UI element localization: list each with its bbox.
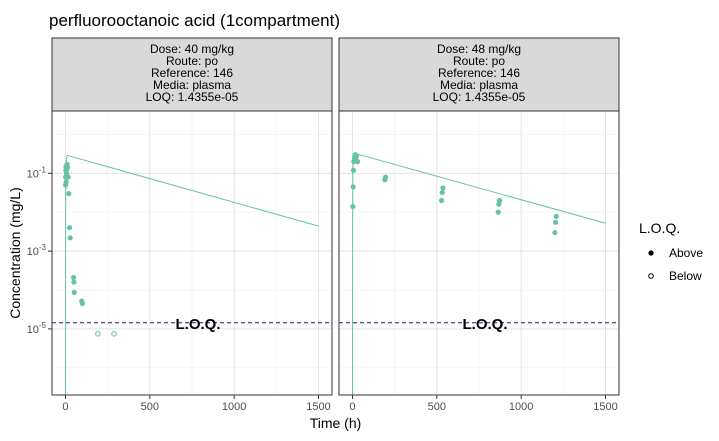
data-point-above [70, 274, 77, 281]
facet-strip [338, 37, 620, 112]
data-point-above [354, 159, 361, 165]
chart-title: perfluorooctanoic acid (1compartment) [49, 11, 340, 30]
strip-label: Reference: 146 [438, 66, 520, 80]
strip-label: Route: po [166, 54, 218, 68]
y-tick-label: 10-5 [27, 321, 47, 336]
legend-key-filled [648, 250, 654, 256]
y-tick-label: 10-3 [27, 243, 47, 258]
x-tick-label: 500 [141, 401, 159, 413]
data-point-above [63, 179, 69, 185]
panel-border [51, 110, 333, 396]
data-point-above [382, 174, 389, 180]
strip-label: Route: po [453, 54, 505, 68]
x-tick-label: 500 [428, 401, 446, 413]
strip-label: Reference: 146 [151, 66, 233, 80]
strip-label: Dose: 48 mg/kg [437, 42, 521, 56]
data-point-below [111, 330, 117, 337]
y-tick-base: 10 [27, 168, 39, 180]
data-point-above [79, 300, 85, 307]
x-tick-label: 0 [349, 401, 355, 413]
data-point-above [66, 225, 73, 231]
y-tick-exponent: -1 [39, 165, 47, 174]
y-tick-exponent: -3 [39, 243, 47, 252]
data-point-above [553, 213, 559, 220]
x-tick-label: 0 [62, 401, 68, 413]
facet-strip [51, 37, 333, 112]
panel-border [338, 110, 620, 396]
model-fit-line [351, 152, 606, 396]
data-point-above [65, 174, 71, 180]
strip-label: LOQ: 1.4355e-05 [433, 90, 526, 104]
data-point-above [552, 229, 558, 236]
loq-label: L.O.Q. [176, 316, 221, 333]
data-point-above [350, 203, 356, 210]
data-point-above [350, 184, 356, 190]
legend-title: L.O.Q. [639, 220, 680, 236]
data-point-above [64, 165, 71, 171]
y-tick-label: 10-1 [27, 165, 47, 180]
data-point-above [71, 279, 77, 285]
strip-label: Media: plasma [440, 78, 518, 92]
data-point-above [552, 219, 559, 225]
strip-label: Dose: 40 mg/kg [150, 42, 234, 56]
data-point-above [439, 189, 445, 196]
x-tick-label: 1000 [222, 401, 246, 413]
x-tick-label: 1000 [509, 401, 533, 413]
y-tick-base: 10 [27, 324, 39, 336]
y-tick-base: 10 [27, 246, 39, 258]
legend-label: Below [669, 269, 702, 283]
strip-label: LOQ: 1.4355e-05 [146, 90, 239, 104]
data-point-above [440, 185, 446, 191]
data-point-above [66, 191, 72, 197]
y-tick-exponent: -5 [39, 321, 47, 330]
data-point-above [353, 153, 360, 159]
data-point-above [495, 209, 501, 215]
x-tick-label: 1500 [306, 401, 330, 413]
data-point-above [67, 235, 73, 241]
data-point-below [95, 330, 101, 337]
data-point-above [71, 289, 77, 295]
data-point-above [496, 197, 503, 204]
data-point-above [350, 167, 357, 173]
x-axis-title: Time (h) [310, 415, 362, 431]
loq-label: L.O.Q. [463, 316, 508, 333]
legend: L.O.Q. Above Below [639, 220, 703, 283]
legend-label: Above [669, 246, 703, 260]
y-axis-title: Concentration (mg/L) [7, 187, 23, 319]
x-tick-label: 1500 [593, 401, 617, 413]
legend-key-hollow [648, 273, 654, 279]
strip-label: Media: plasma [153, 78, 231, 92]
data-point-above [438, 197, 445, 204]
